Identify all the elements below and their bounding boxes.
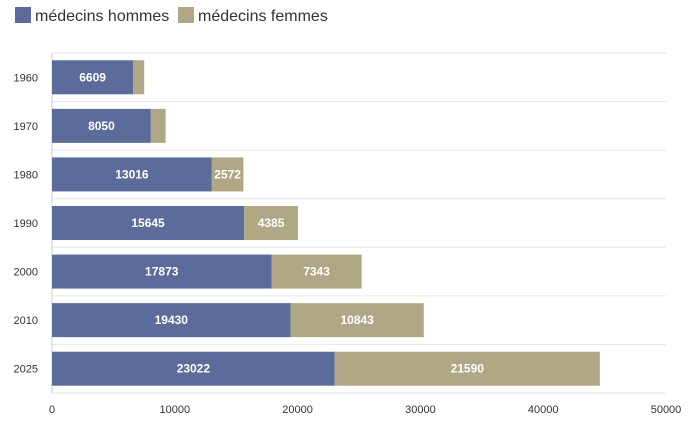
legend: médecins hommes médecins femmes bbox=[15, 7, 328, 25]
data-label-1990-series-2: 4385 bbox=[258, 216, 285, 230]
data-label-1980-series-2: 2572 bbox=[214, 167, 241, 181]
bar-1970-series-1 bbox=[52, 108, 151, 143]
x-tick-label: 10000 bbox=[160, 404, 191, 416]
category-label-1970: 1970 bbox=[14, 121, 38, 133]
x-tick-label: 40000 bbox=[528, 404, 559, 416]
legend-swatch-2 bbox=[178, 7, 194, 23]
bar-1990-series-1 bbox=[52, 206, 245, 240]
category-label-1960: 1960 bbox=[14, 72, 38, 84]
data-label-1980-series-1: 13016 bbox=[115, 167, 149, 181]
data-label-1960-series-1: 6609 bbox=[79, 70, 106, 84]
bars: 6609 8050 13016 2572 15645 4385 17873 7343 19430… bbox=[52, 60, 600, 386]
category-label-1980: 1980 bbox=[14, 169, 38, 181]
legend-label-1: médecins hommes bbox=[35, 8, 169, 25]
legend-swatch-1 bbox=[15, 7, 31, 23]
bar-1960-series-2 bbox=[133, 60, 145, 95]
category-label-1990: 1990 bbox=[14, 218, 38, 230]
grid-lines bbox=[51, 52, 666, 394]
bar-2010-series-2 bbox=[290, 303, 424, 338]
category-labels: 1960 1970 1980 1990 2000 2010 2025 bbox=[14, 72, 38, 375]
x-tick-label: 50000 bbox=[651, 404, 682, 416]
legend-label-2: médecins femmes bbox=[198, 8, 328, 25]
bar-1990-series-2 bbox=[244, 206, 298, 240]
data-label-2010-series-1: 19430 bbox=[155, 313, 189, 327]
category-label-2010: 2010 bbox=[14, 315, 38, 327]
bar-2000-series-2 bbox=[271, 254, 362, 289]
category-label-2000: 2000 bbox=[14, 267, 38, 279]
bar-1980-series-2 bbox=[211, 157, 244, 192]
data-label-1990-series-1: 15645 bbox=[131, 216, 165, 230]
x-axis-ticks: 0 10000 20000 30000 40000 50000 bbox=[49, 404, 681, 416]
bar-2025-series-2 bbox=[334, 351, 600, 386]
bar-2025-series-1 bbox=[52, 351, 335, 386]
data-label-2025-series-2: 21590 bbox=[451, 362, 485, 376]
bar-1980-series-1 bbox=[52, 157, 212, 192]
x-tick-label: 0 bbox=[49, 404, 55, 416]
bar-1960-series-1 bbox=[52, 60, 134, 95]
x-tick-label: 20000 bbox=[282, 404, 313, 416]
data-label-2000-series-1: 17873 bbox=[145, 265, 179, 279]
bar-2000-series-1 bbox=[52, 254, 272, 289]
data-label-2010-series-2: 10843 bbox=[340, 313, 374, 327]
bar-2010-series-1 bbox=[52, 303, 291, 338]
data-label-1970-series-1: 8050 bbox=[88, 119, 115, 133]
category-label-2025: 2025 bbox=[14, 364, 38, 376]
data-label-2025-series-1: 23022 bbox=[177, 362, 211, 376]
data-label-2000-series-2: 7343 bbox=[303, 265, 330, 279]
x-tick-label: 30000 bbox=[405, 404, 436, 416]
bar-1970-series-2 bbox=[150, 108, 166, 143]
